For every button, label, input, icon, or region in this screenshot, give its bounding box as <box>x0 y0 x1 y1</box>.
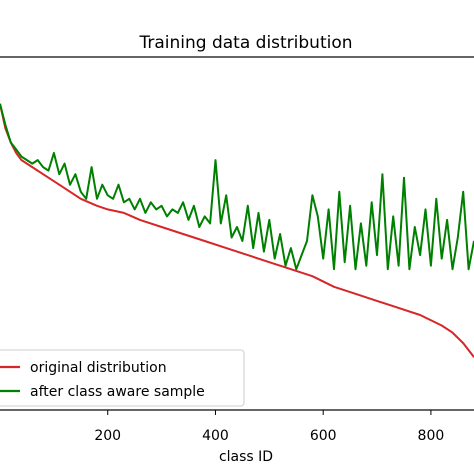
x-ticks: 200 400 600 800 <box>94 410 444 444</box>
plot-lines <box>0 103 474 358</box>
x-tick-label: 400 <box>202 428 229 444</box>
legend-label-sampled: after class aware sample <box>30 384 205 400</box>
legend-label-original: original distribution <box>30 360 167 376</box>
x-axis-label: class ID <box>219 449 273 465</box>
legend: original distribution after class aware … <box>0 349 245 407</box>
plot-frame <box>0 56 474 411</box>
series-line-original-distribution <box>0 103 474 358</box>
chart-title: Training data distribution <box>138 33 352 53</box>
x-tick-label: 800 <box>418 428 445 444</box>
legend-box <box>0 349 245 407</box>
series-line-after-class-aware-sample <box>0 103 474 271</box>
x-tick-label: 600 <box>310 428 337 444</box>
x-tick-label: 200 <box>94 428 121 444</box>
